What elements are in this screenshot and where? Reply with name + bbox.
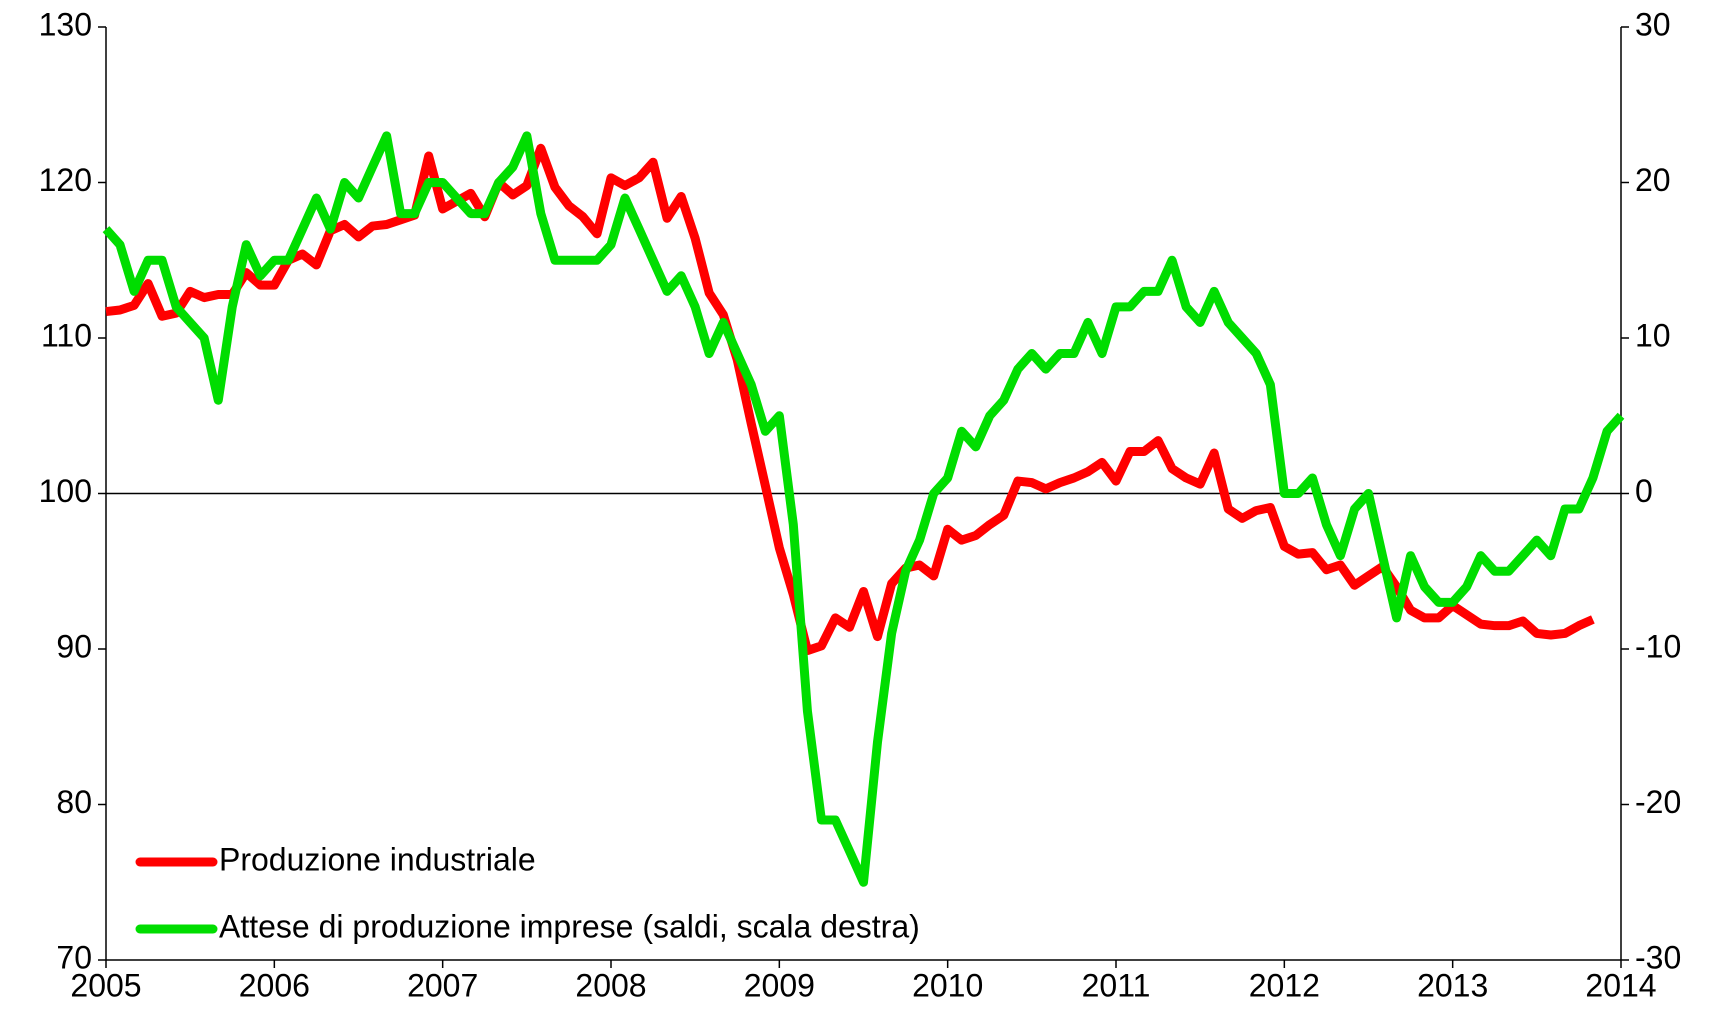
- x-tick-label: 2008: [575, 967, 646, 1003]
- x-tick-label: 2013: [1417, 967, 1488, 1003]
- y2-tick-label: 30: [1635, 6, 1671, 42]
- x-tick-label: 2012: [1249, 967, 1320, 1003]
- y2-tick-label: 0: [1635, 473, 1653, 509]
- x-tick-label: 2014: [1585, 967, 1656, 1003]
- y-tick-label: 70: [56, 939, 92, 975]
- y2-tick-label: -20: [1635, 784, 1681, 820]
- x-tick-label: 2006: [239, 967, 310, 1003]
- y-tick-label: 130: [39, 6, 92, 42]
- legend-label: Produzione industriale: [219, 841, 536, 877]
- x-tick-label: 2010: [912, 967, 983, 1003]
- y-tick-label: 100: [39, 473, 92, 509]
- y2-tick-label: 10: [1635, 317, 1671, 353]
- series-line: [102, 131, 1625, 887]
- x-tick-label: 2007: [407, 967, 478, 1003]
- y-tick-label: 120: [39, 162, 92, 198]
- y2-tick-label: 20: [1635, 162, 1671, 198]
- y2-tick-label: -30: [1635, 939, 1681, 975]
- x-tick-label: 2005: [70, 967, 141, 1003]
- y-tick-label: 80: [56, 784, 92, 820]
- series-line: [105, 143, 1595, 656]
- y-tick-label: 110: [41, 317, 92, 353]
- x-tick-label: 2011: [1082, 967, 1151, 1003]
- y2-tick-label: -10: [1635, 628, 1681, 664]
- y-tick-label: 90: [56, 628, 92, 664]
- x-tick-label: 2009: [744, 967, 815, 1003]
- legend-label: Attese di produzione imprese (saldi, sca…: [219, 908, 920, 944]
